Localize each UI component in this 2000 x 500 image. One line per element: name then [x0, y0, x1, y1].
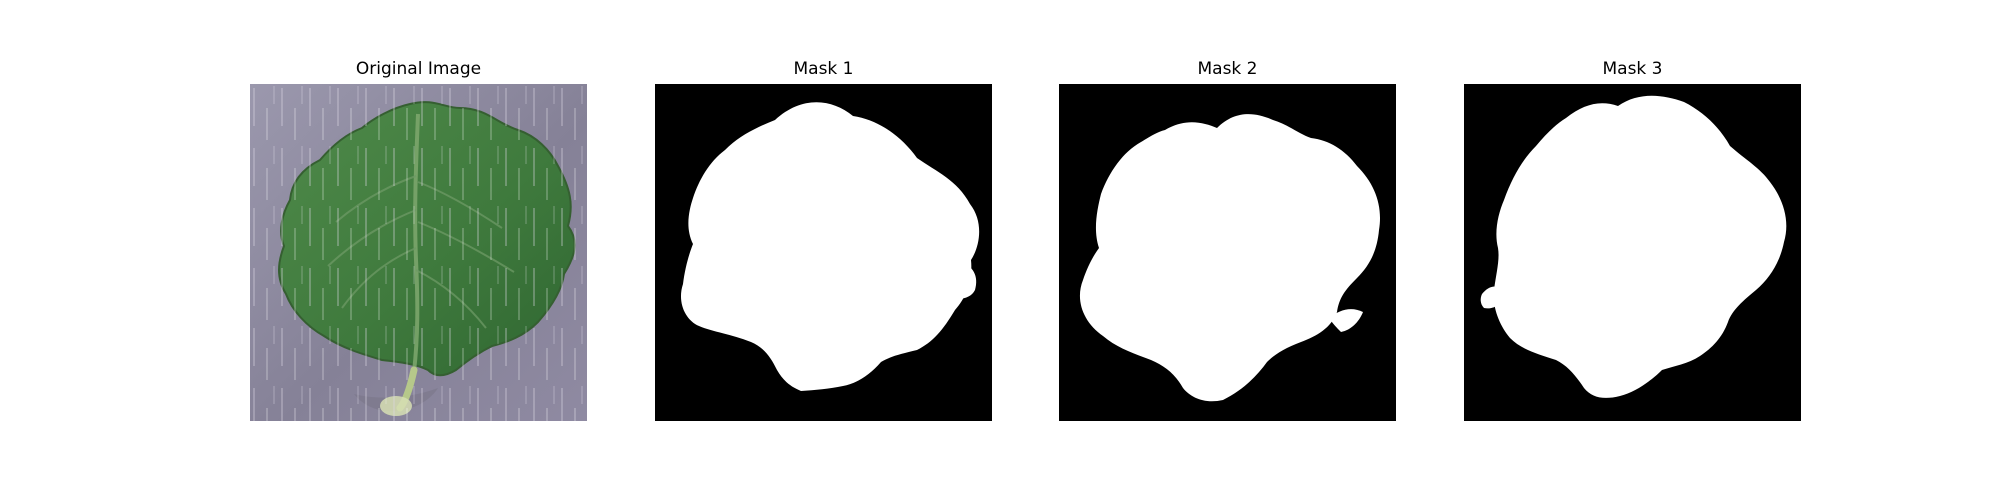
- mask-1-title: Mask 1: [655, 58, 992, 80]
- mask-2-title: Mask 2: [1059, 58, 1396, 80]
- mask-1-image: [655, 84, 992, 421]
- mask-3-image: [1464, 84, 1801, 421]
- mask-2-image: [1059, 84, 1396, 421]
- original-image-title: Original Image: [250, 58, 587, 80]
- original-leaf-image: [250, 84, 587, 421]
- mask-3-title: Mask 3: [1464, 58, 1801, 80]
- rain-streaks: [250, 84, 587, 421]
